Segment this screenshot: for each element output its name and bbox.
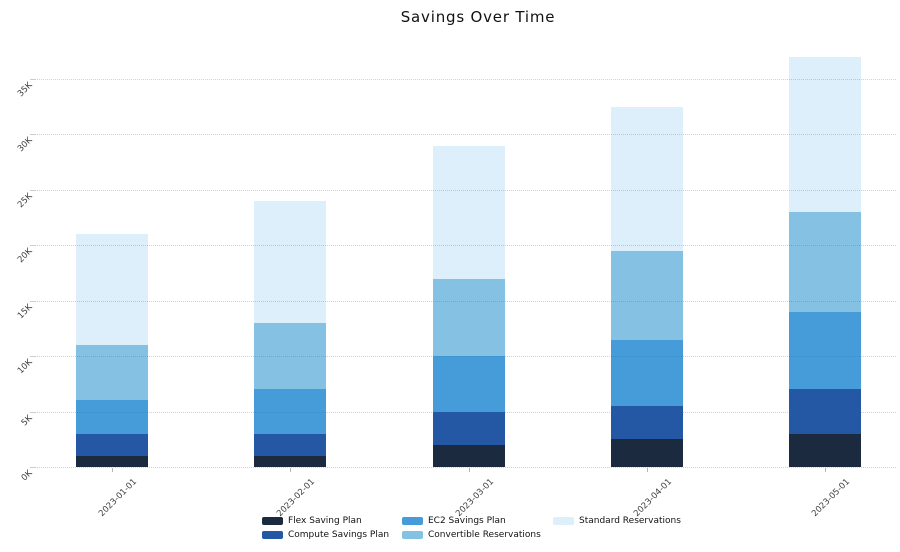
legend-label: Standard Reservations <box>579 516 681 526</box>
bar-segment <box>76 234 148 346</box>
legend-label: Flex Saving Plan <box>288 516 362 526</box>
gridline <box>37 245 896 247</box>
legend-swatch <box>402 531 423 539</box>
bar-segment <box>610 406 683 440</box>
bar-segment <box>789 389 861 434</box>
y-axis-tick-label: 5K <box>19 413 35 428</box>
bar-segment <box>254 455 327 467</box>
bar-segment <box>432 356 505 412</box>
gridline <box>37 411 896 413</box>
y-axis-tick <box>30 134 36 136</box>
y-axis-tick-label: 20K <box>15 246 35 266</box>
x-axis-tick-label: 2023-05-01 <box>810 477 853 520</box>
bar-segment <box>432 411 505 445</box>
bar-segment <box>254 200 327 323</box>
y-axis-tick <box>30 78 36 80</box>
y-axis-tick-label: 15K <box>15 302 35 321</box>
bar-segment <box>610 339 683 407</box>
bar-segment <box>789 433 861 467</box>
legend-swatch <box>553 517 574 525</box>
bar-segment <box>76 455 148 467</box>
bar-segment <box>432 145 505 279</box>
legend-label: EC2 Savings Plan <box>428 516 506 526</box>
legend-label: Compute Savings Plan <box>288 530 390 540</box>
bar-segment <box>76 400 148 434</box>
y-axis-tick-label: 25K <box>15 191 35 210</box>
x-axis-tick <box>290 468 292 472</box>
bar-segment <box>254 322 327 390</box>
bar-segment <box>610 250 683 340</box>
bar-segment <box>254 433 327 456</box>
gridline <box>37 189 896 191</box>
legend-swatch <box>262 531 283 539</box>
bar-segment <box>254 389 327 434</box>
y-axis-tick-label: 10K <box>15 357 35 377</box>
gridline <box>37 467 896 468</box>
bar-segment <box>610 439 683 467</box>
bar-segment <box>76 345 148 401</box>
bar-segment <box>789 56 861 213</box>
y-axis-tick <box>30 356 36 358</box>
y-axis-tick <box>30 245 36 247</box>
legend-label: Convertible Reservations <box>428 530 541 540</box>
gridline <box>37 134 896 136</box>
legend-swatch <box>262 517 283 525</box>
bar-segment <box>610 106 683 251</box>
y-axis-tick <box>30 411 36 413</box>
gridline <box>37 356 896 358</box>
bar-segment <box>789 311 861 390</box>
bar-segment <box>432 444 505 467</box>
legend-swatch <box>402 517 423 525</box>
y-axis-tick <box>30 189 36 191</box>
y-axis-tick <box>30 467 36 468</box>
x-axis-tick-label: 2023-01-01 <box>97 477 140 520</box>
bar-segment <box>76 433 148 456</box>
bar-segment <box>789 212 861 312</box>
x-axis-tick <box>468 468 470 472</box>
y-axis-tick-label: 35K <box>15 80 35 100</box>
bar-segment <box>432 278 505 357</box>
gridline <box>37 78 896 80</box>
y-axis-tick-label: 30K <box>15 135 35 155</box>
chart-title: Savings Over Time <box>400 8 556 26</box>
x-axis-tick <box>112 468 113 472</box>
x-axis-tick <box>646 468 648 472</box>
y-axis-tick <box>30 300 36 302</box>
x-axis-tick <box>825 468 826 472</box>
y-axis-tick-label: 0K <box>19 468 35 484</box>
gridline <box>37 300 896 302</box>
x-axis-tick-label: 2023-04-01 <box>631 477 674 520</box>
